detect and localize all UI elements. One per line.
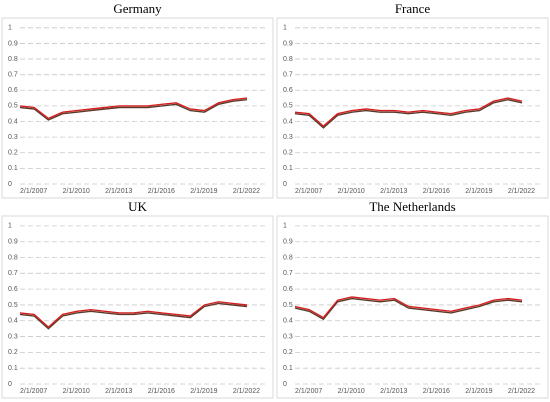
y-tick-label: 0.6 [8,87,18,94]
y-tick-label: 0.9 [8,239,18,246]
series-line [294,98,523,129]
y-tick-label: 1 [283,25,287,32]
x-tick-label: 2/1/2013 [380,188,407,195]
x-tick-label: 2/1/2007 [295,188,322,195]
x-tick-label: 2/1/2016 [423,188,450,195]
y-tick-label: 0.2 [8,349,18,356]
y-tick-label: 0.4 [8,118,18,125]
x-tick-label: 2/1/2013 [105,188,132,195]
series-line [19,99,248,121]
chart-title: The Netherlands [369,199,455,214]
y-tick-label: 0.5 [8,103,18,110]
x-tick-label: 2/1/2022 [508,388,535,395]
x-tick-label: 2/1/2019 [465,188,492,195]
x-tick-label: 2/1/2019 [190,388,217,395]
x-tick-label: 2/1/2022 [233,188,260,195]
y-tick-label: 0.5 [283,302,293,309]
series-line [19,97,248,120]
y-tick-label: 0.9 [8,40,18,47]
y-tick-label: 0.2 [283,150,293,157]
chart-title: UK [128,199,147,214]
y-tick-label: 0.8 [283,254,293,261]
x-tick-label: 2/1/2019 [465,388,492,395]
chart-title: France [395,1,431,16]
y-tick-label: 0.8 [283,56,293,63]
y-tick-label: 0.3 [8,333,18,340]
x-tick-label: 2/1/2010 [63,188,90,195]
y-tick-label: 0.4 [283,118,293,125]
y-tick-label: 1 [8,223,12,230]
y-tick-label: 0.7 [8,72,18,79]
x-tick-label: 2/1/2013 [380,388,407,395]
x-tick-label: 2/1/2010 [63,388,90,395]
series-line [294,296,523,319]
y-tick-label: 0.2 [8,150,18,157]
y-tick-label: 0.6 [283,286,293,293]
y-tick-label: 1 [283,223,287,230]
y-tick-label: 0.1 [8,165,18,172]
x-tick-label: 2/1/2007 [20,188,47,195]
y-tick-label: 0.1 [283,365,293,372]
y-tick-label: 0.6 [283,87,293,94]
y-tick-label: 0.1 [8,365,18,372]
y-tick-label: 0 [283,181,287,188]
y-tick-label: 0 [8,181,12,188]
x-tick-label: 2/1/2022 [233,388,260,395]
x-tick-label: 2/1/2016 [148,388,175,395]
plot-frame [276,215,549,399]
plot-frame [276,17,549,199]
y-tick-label: 0.1 [283,165,293,172]
x-tick-label: 2/1/2016 [148,188,175,195]
y-tick-label: 0.3 [8,134,18,141]
x-tick-label: 2/1/2016 [423,388,450,395]
series-line [19,301,248,329]
y-tick-label: 0.9 [283,239,293,246]
x-tick-label: 2/1/2013 [105,388,132,395]
y-tick-label: 0.7 [283,270,293,277]
y-tick-label: 0.4 [283,318,293,325]
series-line [294,97,523,128]
chart-title: Germany [113,1,162,16]
y-tick-label: 0 [283,381,287,388]
y-tick-label: 0.7 [283,72,293,79]
y-tick-label: 0.4 [8,318,18,325]
x-tick-label: 2/1/2010 [338,388,365,395]
y-tick-label: 0.7 [8,270,18,277]
x-tick-label: 2/1/2022 [508,188,535,195]
x-tick-label: 2/1/2007 [20,388,47,395]
x-tick-label: 2/1/2010 [338,188,365,195]
plot-frame [1,215,274,399]
y-tick-label: 0.3 [283,134,293,141]
series-line [19,302,248,330]
x-tick-label: 2/1/2019 [190,188,217,195]
y-tick-label: 0.9 [283,40,293,47]
plot-frame [1,17,274,199]
y-tick-label: 0.8 [8,254,18,261]
series-line [294,297,523,321]
y-tick-label: 1 [8,25,12,32]
y-tick-label: 0.5 [8,302,18,309]
y-tick-label: 0.5 [283,103,293,110]
y-tick-label: 0.6 [8,286,18,293]
y-tick-label: 0.3 [283,333,293,340]
y-tick-label: 0.2 [283,349,293,356]
y-tick-label: 0 [8,381,12,388]
x-tick-label: 2/1/2007 [295,388,322,395]
y-tick-label: 0.8 [8,56,18,63]
